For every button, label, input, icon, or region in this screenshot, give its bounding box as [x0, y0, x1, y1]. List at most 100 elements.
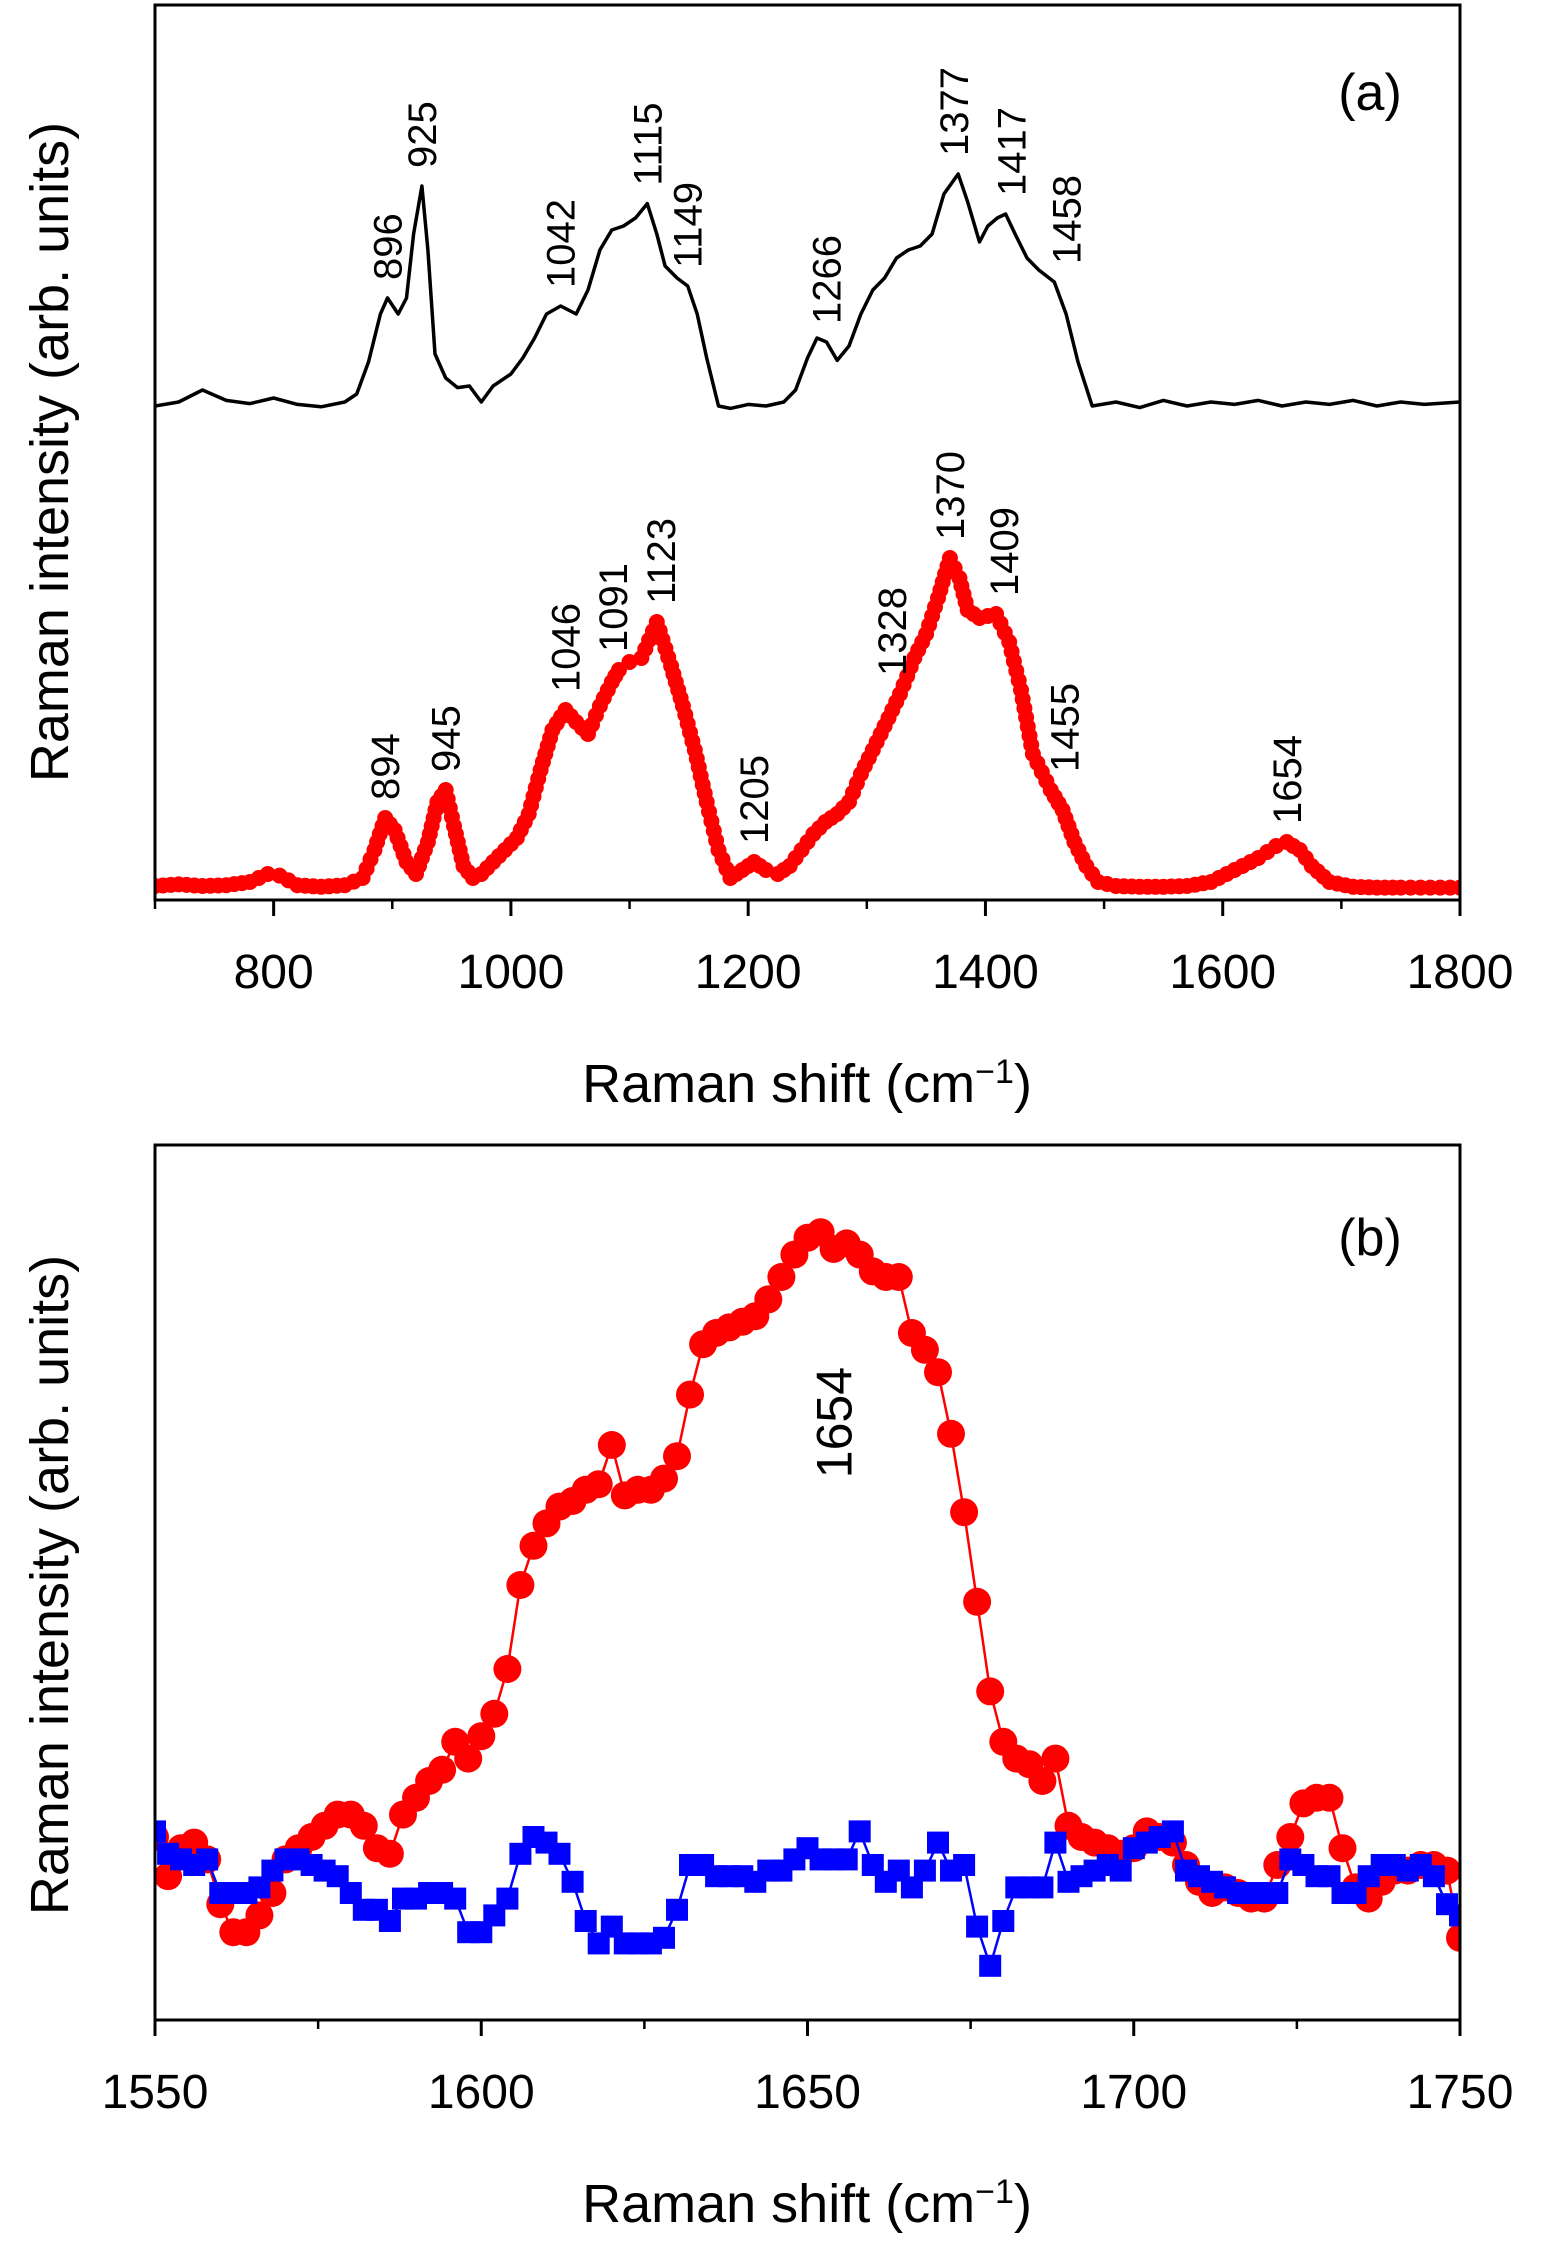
red-spectrum-point [976, 1677, 1005, 1706]
peak-label-1654: 1654 [807, 1367, 863, 1478]
red-spectrum-point [245, 1901, 274, 1930]
red-spectrum-point [480, 1699, 509, 1728]
blue-spectrum-point [470, 1921, 493, 1944]
red-spectrum-point [597, 1431, 626, 1459]
panel-a-x-axis-title: Raman shift (cm−1) [582, 1053, 1032, 1114]
red-spectrum-point [1452, 879, 1460, 896]
red-spectrum-point [650, 1464, 678, 1493]
blue-spectrum-point [1161, 1820, 1184, 1843]
blue-spectrum-point [927, 1831, 949, 1854]
red-spectrum-point [910, 1335, 939, 1364]
blue-spectrum-point [835, 1848, 858, 1871]
blue-spectrum-point [248, 1876, 271, 1899]
red-spectrum-point [1328, 1834, 1357, 1863]
peak-label-1377: 1377 [933, 67, 977, 156]
blue-spectrum-point [483, 1904, 506, 1927]
peak-label-1149: 1149 [667, 182, 711, 268]
blue-spectrum-point [378, 1910, 401, 1932]
blue-spectrum-point [339, 1882, 362, 1904]
blue-spectrum-point [1266, 1882, 1289, 1904]
x-tick-label: 1700 [1080, 2066, 1187, 2119]
peak-label-1417: 1417 [991, 107, 1035, 196]
panel-a-y-axis-title: Raman intensity (arb. units) [20, 122, 80, 782]
blue-spectrum-point [953, 1854, 976, 1876]
blue-spectrum-point [1109, 1859, 1132, 1882]
blue-spectrum-point [574, 1910, 597, 1932]
red-spectrum-point [349, 1811, 378, 1840]
red-spectrum-point [950, 1498, 979, 1527]
red-spectrum-point [1446, 1923, 1460, 1952]
blue-spectrum-point [848, 1820, 871, 1843]
panel-a-frame [153, 3, 1462, 902]
peak-label-1123: 1123 [640, 518, 684, 604]
panel-b-plot-area: 1654 [155, 1218, 1460, 1977]
peak-label-1266: 1266 [806, 235, 850, 324]
red-spectrum-point [884, 1263, 913, 1291]
blue-spectrum-point [600, 1915, 623, 1938]
blue-spectrum-point [1422, 1865, 1445, 1888]
red-spectrum-point [584, 1470, 613, 1499]
peak-label-1046: 1046 [545, 603, 589, 692]
blue-spectrum-point [666, 1898, 688, 1921]
red-spectrum-point [663, 1442, 691, 1471]
peak-label-1458: 1458 [1045, 175, 1089, 264]
peak-label-925: 925 [401, 101, 445, 168]
blue-spectrum-point [509, 1842, 532, 1865]
x-tick-label: 800 [234, 946, 314, 999]
peak-label-896: 896 [367, 213, 411, 280]
red-spectrum-point [767, 1263, 796, 1291]
blue-spectrum-point [561, 1870, 584, 1893]
x-tick-label: 1800 [1407, 946, 1514, 999]
red-spectrum-point [428, 1755, 457, 1784]
blue-spectrum-point [1344, 1882, 1367, 1904]
blue-spectrum-point [155, 1820, 166, 1843]
red-spectrum-point [937, 1419, 965, 1448]
x-tick-label: 1650 [754, 2066, 861, 2119]
blue-spectrum-point [496, 1887, 519, 1910]
blue-spectrum-point [1318, 1865, 1341, 1888]
blue-spectrum-point [548, 1842, 571, 1865]
red-spectrum-point [1041, 1744, 1070, 1773]
blue-spectrum-point [966, 1915, 989, 1938]
red-spectrum-point [506, 1571, 535, 1599]
panel-0-series-group [155, 172, 1460, 896]
red-spectrum-point [493, 1655, 522, 1683]
red-spectrum-point [676, 1380, 704, 1409]
blue-spectrum-point [1031, 1876, 1054, 1899]
panel-b: 1654 1550 1600 1650 1700 1750 (b) Raman shif… [20, 1143, 1514, 2234]
blue-spectrum-point [979, 1954, 1002, 1977]
blue-spectrum-point [1449, 1904, 1460, 1927]
x-tick-label: 1550 [102, 2066, 209, 2119]
red-spectrum-point [924, 1358, 952, 1387]
blue-spectrum-point [887, 1859, 910, 1882]
peak-label-1328: 1328 [871, 587, 915, 676]
peak-label-1115: 1115 [626, 103, 670, 186]
peak-label-1205: 1205 [733, 755, 777, 844]
x-tick-label: 1200 [695, 946, 802, 999]
panel-a-x-axis-ticks: 800 1000 1200 1400 1600 1800 [153, 900, 1514, 999]
panel-1-series-group [155, 1218, 1460, 1977]
blue-spectrum-point [326, 1865, 349, 1888]
blue-spectrum-point [900, 1876, 923, 1899]
blue-spectrum-point [913, 1859, 936, 1882]
x-tick-label: 1400 [932, 946, 1039, 999]
red-spectrum-point [454, 1744, 483, 1773]
red-spectrum-point [963, 1587, 992, 1616]
blue-spectrum-point [196, 1848, 219, 1871]
peak-label-1370: 1370 [929, 451, 973, 540]
panel-a-label: (a) [1338, 64, 1402, 122]
panel-b-label: (b) [1338, 1209, 1402, 1267]
blue-spectrum-point [587, 1932, 610, 1955]
red-spectrum-point [519, 1531, 548, 1560]
x-tick-label: 1750 [1407, 2066, 1514, 2119]
panel-b-x-axis-ticks: 1550 1600 1650 1700 1750 [102, 2020, 1514, 2119]
peak-label-1042: 1042 [540, 199, 584, 288]
x-tick-label: 1000 [458, 946, 565, 999]
red-spectrum-point [375, 1839, 404, 1868]
blue-spectrum-point [444, 1887, 467, 1910]
panel-b-y-axis-title: Raman intensity (arb. units) [20, 1255, 80, 1915]
red-spectrum-point [1315, 1783, 1344, 1812]
